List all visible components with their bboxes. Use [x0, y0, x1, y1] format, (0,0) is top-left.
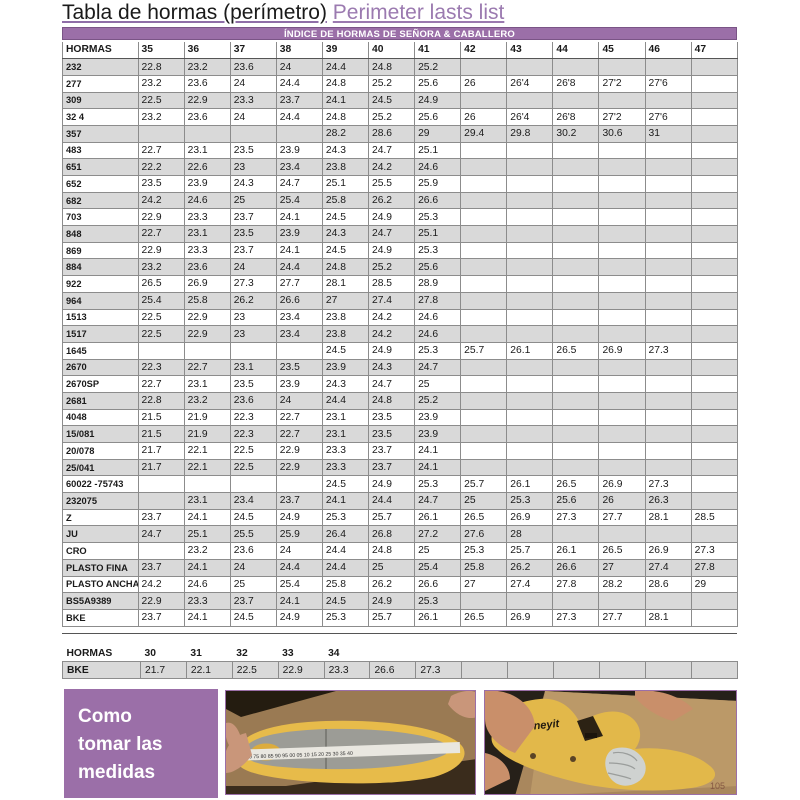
svg-text:105: 105: [710, 781, 725, 791]
